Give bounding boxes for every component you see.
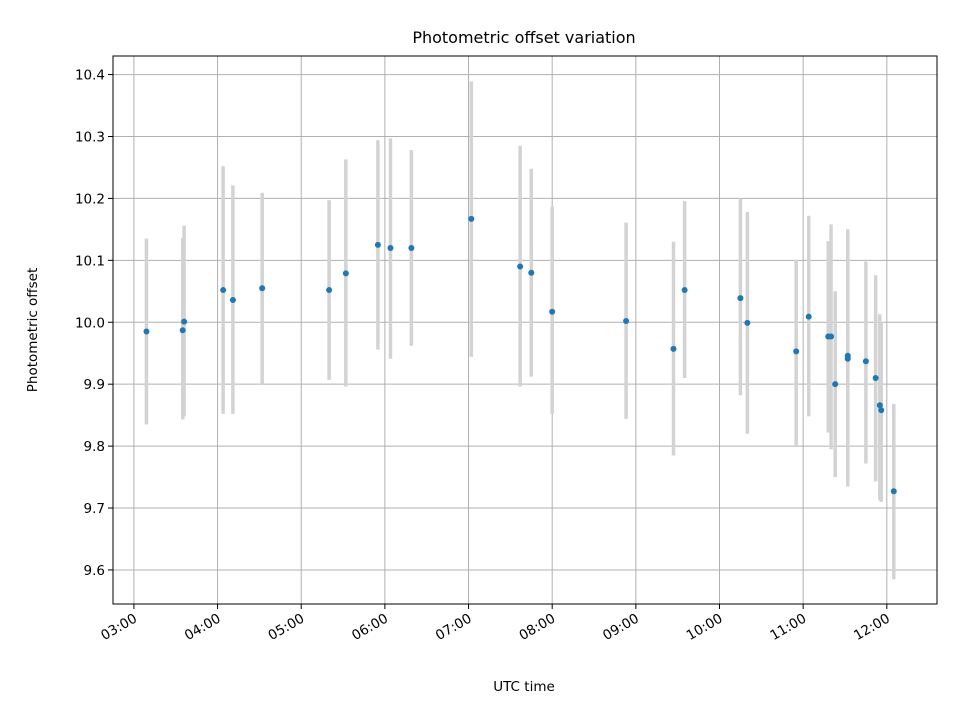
data-point [342,270,349,277]
y-tick-label: 10.2 [75,191,105,207]
data-point [737,295,744,302]
y-axis: 9.6 9.7 9.8 9.9 10.0 10.1 10.2 10.3 10.4 [75,68,113,579]
data-point [681,287,688,294]
data-point [793,348,800,355]
y-tick-label: 10.3 [75,129,105,145]
data-point [744,319,751,326]
grid [113,56,937,604]
data-point [862,358,869,365]
y-tick-label: 9.7 [84,501,105,517]
data-point [872,374,879,381]
y-tick-label: 9.6 [84,563,105,579]
x-tick-label: 06:00 [349,611,391,644]
plot-frame [112,55,938,605]
x-axis: 03:00 04:00 05:00 06:00 07:00 08:00 09:00 10:00… [98,604,893,644]
data-point [832,381,839,388]
chart-title: Photometric offset variation [412,28,635,47]
data-point [179,327,186,334]
data-point [828,333,835,340]
x-tick-label: 11:00 [767,611,809,644]
x-axis-label: UTC time [493,679,555,695]
x-tick-label: 05:00 [266,611,308,644]
data-point [670,345,677,352]
x-tick-label: 04:00 [182,611,224,644]
y-tick-label: 9.9 [84,377,105,393]
data-point [844,355,851,362]
data-point [229,296,236,303]
data-point [326,287,333,294]
y-tick-label: 9.8 [84,439,105,455]
data-point [143,328,150,335]
data-point [805,313,812,320]
data-point [181,318,188,325]
x-tick-label: 12:00 [851,611,893,644]
error-bars [144,81,896,580]
data-point [374,241,381,248]
x-tick-label: 09:00 [600,611,642,644]
data-point [387,244,394,251]
data-point [468,215,475,222]
x-tick-label: 08:00 [516,611,558,644]
x-tick-label: 10:00 [684,611,726,644]
data-point [623,318,630,325]
data-point [517,263,524,270]
data-point [549,308,556,315]
data-points [143,215,897,495]
data-point [528,269,535,276]
y-tick-label: 10.4 [75,68,105,84]
x-tick-label: 03:00 [98,611,140,644]
y-tick-label: 10.0 [75,315,105,331]
data-point [876,402,883,409]
x-tick-label: 07:00 [433,611,475,644]
data-point [408,244,415,251]
data-point [878,407,885,414]
y-tick-label: 10.1 [75,253,105,269]
data-point [890,488,897,495]
y-axis-label: Photometric offset [25,268,41,392]
data-point [220,287,227,294]
data-point [259,285,266,292]
